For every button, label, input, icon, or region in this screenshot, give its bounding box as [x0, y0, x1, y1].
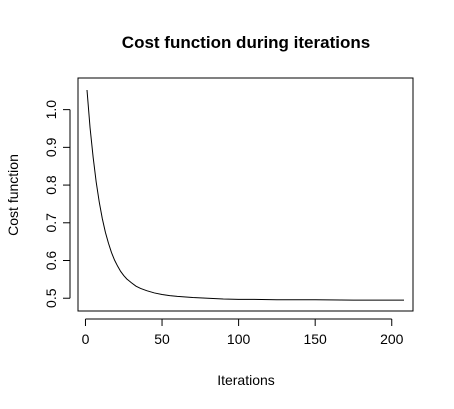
y-tick-label: 0.8	[43, 175, 59, 195]
y-tick-label: 0.7	[43, 213, 59, 233]
x-tick-label: 200	[380, 331, 404, 347]
x-tick-label: 0	[82, 331, 90, 347]
y-axis-label: Cost function	[5, 154, 21, 236]
x-tick-label: 150	[303, 331, 327, 347]
x-tick-label: 50	[154, 331, 170, 347]
y-tick-label: 0.6	[43, 251, 59, 271]
series-line	[86, 89, 404, 301]
chart-title: Cost function during iterations	[122, 33, 370, 52]
y-tick-label: 0.9	[43, 137, 59, 157]
y-tick-label: 0.5	[43, 288, 59, 308]
x-tick-label: 100	[227, 331, 251, 347]
y-axis: 0.5 0.6 0.7 0.8 0.9 1.0	[43, 100, 71, 308]
y-tick-label: 1.0	[43, 100, 59, 120]
x-axis-label: Iterations	[217, 372, 275, 388]
plot-frame	[77, 77, 414, 312]
x-axis: 0 50 100 150 200	[82, 318, 404, 347]
